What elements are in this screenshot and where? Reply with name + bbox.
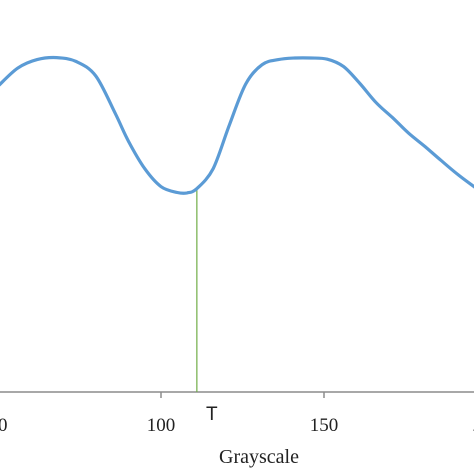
x-tick-label-100: 100 (147, 415, 176, 436)
x-tick-label-150: 150 (310, 415, 339, 436)
x-tick-labels: 50 100 150 200 (0, 392, 474, 436)
plot-area: 50 100 150 200 T Grayscale (0, 55, 474, 468)
x-tick-label-50: 50 (0, 415, 8, 436)
x-axis-title: Grayscale (219, 446, 299, 468)
x-tick-label-200: 200 (473, 415, 474, 436)
threshold-label: T (206, 404, 218, 425)
series-line (0, 55, 474, 195)
